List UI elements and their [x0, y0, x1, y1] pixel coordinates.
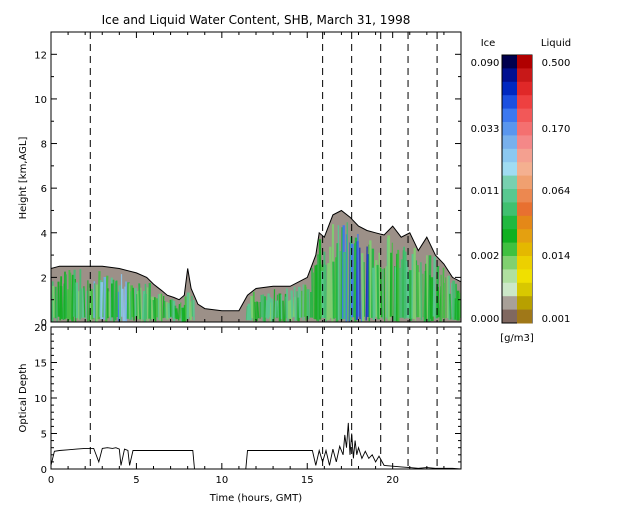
- colorbar-liquid-swatch: [517, 215, 532, 230]
- colorbar-liquid-swatch: [517, 242, 532, 257]
- colorbar-liquid-swatch: [517, 68, 532, 83]
- colorbar-ice-tick-label: 0.011: [471, 186, 500, 197]
- colorbar-ice-swatch: [502, 215, 517, 230]
- colorbar-liquid-swatch: [517, 189, 532, 203]
- top-y-tick-label: 6: [41, 184, 47, 195]
- colorbar-liquid-tick-label: 0.014: [542, 251, 571, 262]
- colorbar-ice-tick-label: 0.033: [471, 124, 500, 135]
- optical-depth-series-line: [50, 422, 462, 470]
- colorbar-liquid-swatch: [517, 309, 532, 324]
- colorbar-ice-swatch: [502, 229, 517, 244]
- colorbar-ice-swatch: [502, 282, 517, 297]
- colorbar-liquid-tick-label: 0.500: [542, 58, 571, 69]
- top-y-tick-label: 4: [41, 229, 47, 240]
- colorbar-ice-swatch: [502, 256, 517, 270]
- colorbar-ice-swatch: [502, 81, 517, 96]
- colorbar-liquid-swatch: [517, 135, 532, 150]
- colorbar-liquid-swatch: [517, 269, 532, 284]
- top-y-axis-label: Height [km,AGL]: [18, 137, 29, 220]
- bottom-y-axis-label: Optical Depth: [18, 364, 29, 433]
- colorbar-ice-swatch: [502, 309, 517, 324]
- colorbar-ice-tick-label: 0.002: [471, 251, 500, 262]
- top-y-tick-label: 2: [41, 273, 47, 284]
- colorbar-units: [g/m3]: [500, 333, 534, 344]
- colorbar-ice-swatch: [502, 135, 517, 150]
- colorbar-ice-tick-label: 0.000: [471, 314, 500, 325]
- colorbar-liquid-swatch: [517, 282, 532, 297]
- bottom-y-tick-label: 20: [34, 323, 47, 334]
- cloud-top-outline: [51, 209, 461, 312]
- colorbar-ice-swatch: [502, 189, 517, 203]
- colorbar-liquid-tick-label: 0.170: [542, 124, 571, 135]
- top-y-tick-label: 8: [41, 140, 47, 151]
- colorbar-ice-swatch: [502, 55, 517, 69]
- bottom-y-tick-label: 15: [34, 359, 47, 370]
- top-y-tick-label: 10: [34, 95, 47, 106]
- optical-depth-chart: 0 5 10 15 20 0 5 10 15 20 Optical Depth Time (ho…: [18, 323, 462, 504]
- x-tick-label: 5: [133, 475, 139, 486]
- colorbar-ice-label: Ice: [481, 38, 496, 49]
- colorbar-liquid-swatch: [517, 175, 532, 190]
- colorbar-liquid-tick-label: 0.001: [542, 314, 571, 325]
- x-tick-label: 10: [215, 475, 228, 486]
- bottom-y-tick-label: 5: [41, 430, 47, 441]
- x-axis-label: Time (hours, GMT): [209, 493, 303, 504]
- colorbar-ice-swatch: [502, 269, 517, 284]
- colorbar-liquid-swatch: [517, 81, 532, 96]
- colorbar-ice-swatch: [502, 68, 517, 83]
- chart-title: Ice and Liquid Water Content, SHB, March…: [102, 13, 411, 27]
- water-content-heatmap: 0 2 4 6 8 10 12 Height [km,AGL]: [18, 31, 462, 329]
- bottom-y-tick-label: 10: [34, 394, 47, 405]
- x-tick-label: 20: [386, 475, 399, 486]
- colorbar-liquid-label: Liquid: [541, 38, 571, 49]
- colorbar-liquid-swatch: [517, 122, 532, 136]
- colorbar-liquid-swatch: [517, 108, 532, 123]
- colorbar-ice-swatch: [502, 242, 517, 257]
- colorbar-liquid-swatch: [517, 296, 532, 311]
- colorbar-ice-swatch: [502, 122, 517, 136]
- water-content-streaks: [51, 222, 461, 322]
- colorbar-ice-swatch: [502, 95, 517, 110]
- top-y-tick-label: 12: [34, 50, 47, 61]
- colorbar-ice-swatch: [502, 162, 517, 177]
- x-tick-label: 15: [301, 475, 314, 486]
- bottom-y-tick-label: 0: [41, 465, 47, 476]
- colorbar-ice-swatch: [502, 296, 517, 311]
- colorbar-liquid-swatch: [517, 229, 532, 244]
- colorbar-ice-swatch: [502, 202, 517, 217]
- colorbar-ice-swatch: [502, 108, 517, 123]
- colorbar-ice-swatch: [502, 175, 517, 190]
- colorbar-liquid-swatch: [517, 256, 532, 270]
- colorbar-liquid-swatch: [517, 148, 532, 163]
- colorbar-liquid-swatch: [517, 202, 532, 217]
- colorbar-ice-swatch: [502, 148, 517, 163]
- x-tick-label: 0: [48, 475, 54, 486]
- colorbar-liquid-swatch: [517, 95, 532, 110]
- colorbar-liquid-tick-label: 0.064: [542, 186, 571, 197]
- top-y-tick-label: 0: [41, 318, 47, 329]
- colorbar-ice-tick-label: 0.090: [471, 58, 500, 69]
- colorbar-liquid-swatch: [517, 162, 532, 177]
- colorbar: Ice Liquid 0.090 0.033 0.011 0.002 0.000 0.50…: [471, 38, 571, 344]
- colorbar-liquid-swatch: [517, 55, 532, 69]
